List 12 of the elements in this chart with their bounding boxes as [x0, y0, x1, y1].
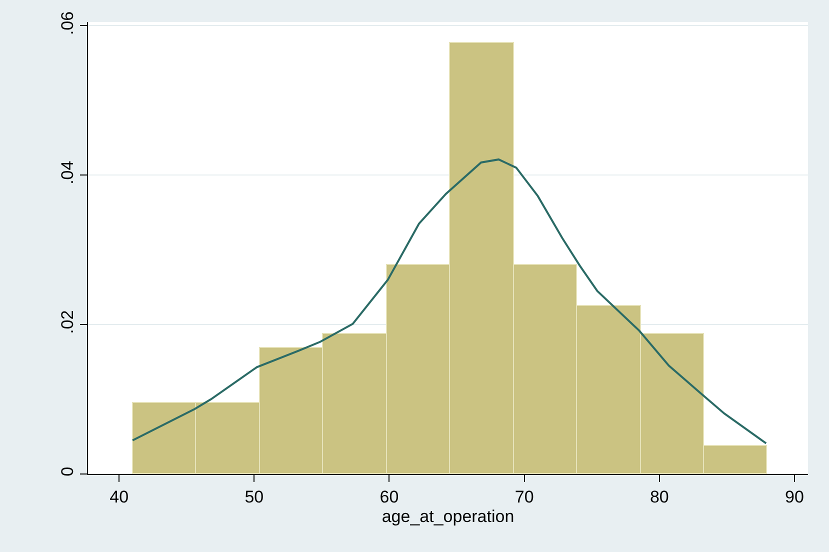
x-tick-label: 90: [785, 487, 804, 506]
x-tick-label: 50: [244, 487, 264, 506]
y-tick-label: 0: [58, 466, 78, 476]
y-tick-label: .02: [58, 310, 78, 334]
x-tick-label: 70: [514, 487, 534, 506]
x-tick-label: 40: [110, 487, 129, 506]
y-tick-label: .04: [58, 160, 78, 184]
x-axis-title: age_at_operation: [382, 506, 514, 526]
y-tick-label: .06: [58, 11, 78, 36]
x-tick-label: 60: [380, 487, 399, 506]
line-series: [132, 158, 768, 444]
x-tick-label: 80: [650, 487, 669, 506]
